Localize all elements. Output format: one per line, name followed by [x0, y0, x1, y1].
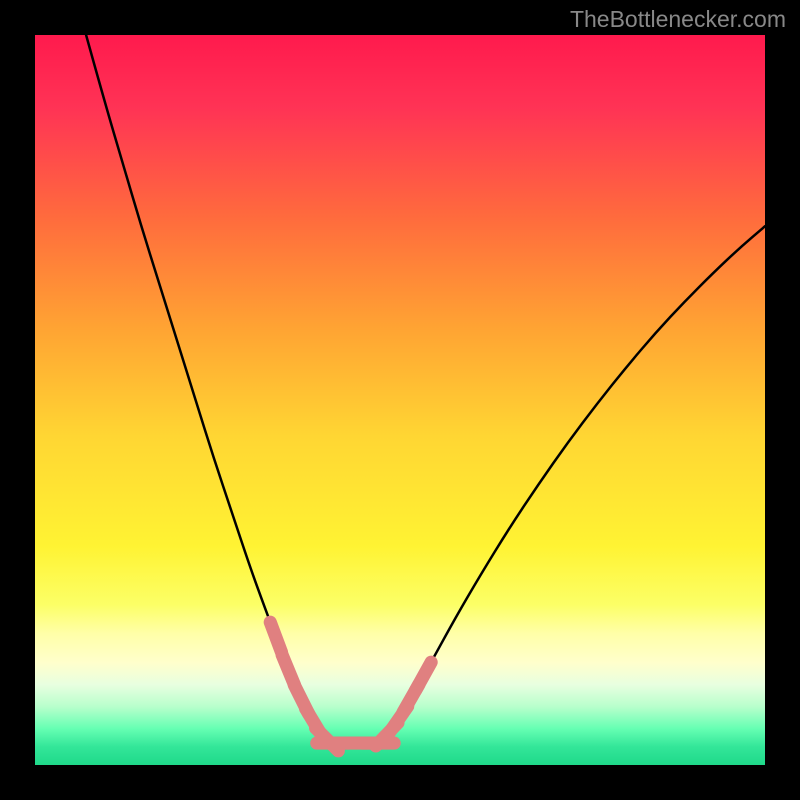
chart-container — [35, 35, 765, 765]
chart-background — [35, 35, 765, 765]
chart-svg — [35, 35, 765, 765]
watermark-text: TheBottlenecker.com — [570, 6, 786, 33]
